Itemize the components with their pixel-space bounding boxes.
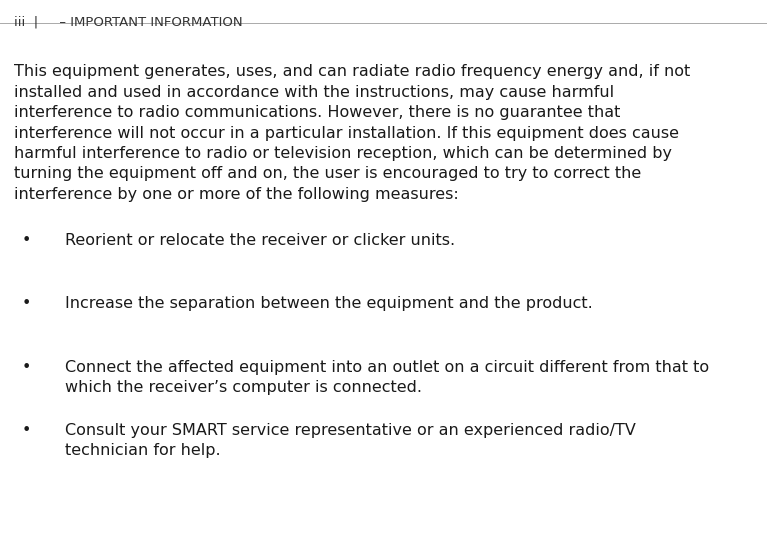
Text: •: • <box>21 233 31 248</box>
Text: •: • <box>21 360 31 375</box>
Text: This equipment generates, uses, and can radiate radio frequency energy and, if n: This equipment generates, uses, and can … <box>14 64 690 202</box>
Text: Increase the separation between the equipment and the product.: Increase the separation between the equi… <box>65 296 593 311</box>
Text: iii  |     – IMPORTANT INFORMATION: iii | – IMPORTANT INFORMATION <box>14 15 242 28</box>
Text: •: • <box>21 296 31 311</box>
Text: Consult your SMART service representative or an experienced radio/TV
technician : Consult your SMART service representativ… <box>65 423 636 458</box>
Text: Reorient or relocate the receiver or clicker units.: Reorient or relocate the receiver or cli… <box>65 233 456 248</box>
Text: •: • <box>21 423 31 438</box>
Text: Connect the affected equipment into an outlet on a circuit different from that t: Connect the affected equipment into an o… <box>65 360 709 395</box>
